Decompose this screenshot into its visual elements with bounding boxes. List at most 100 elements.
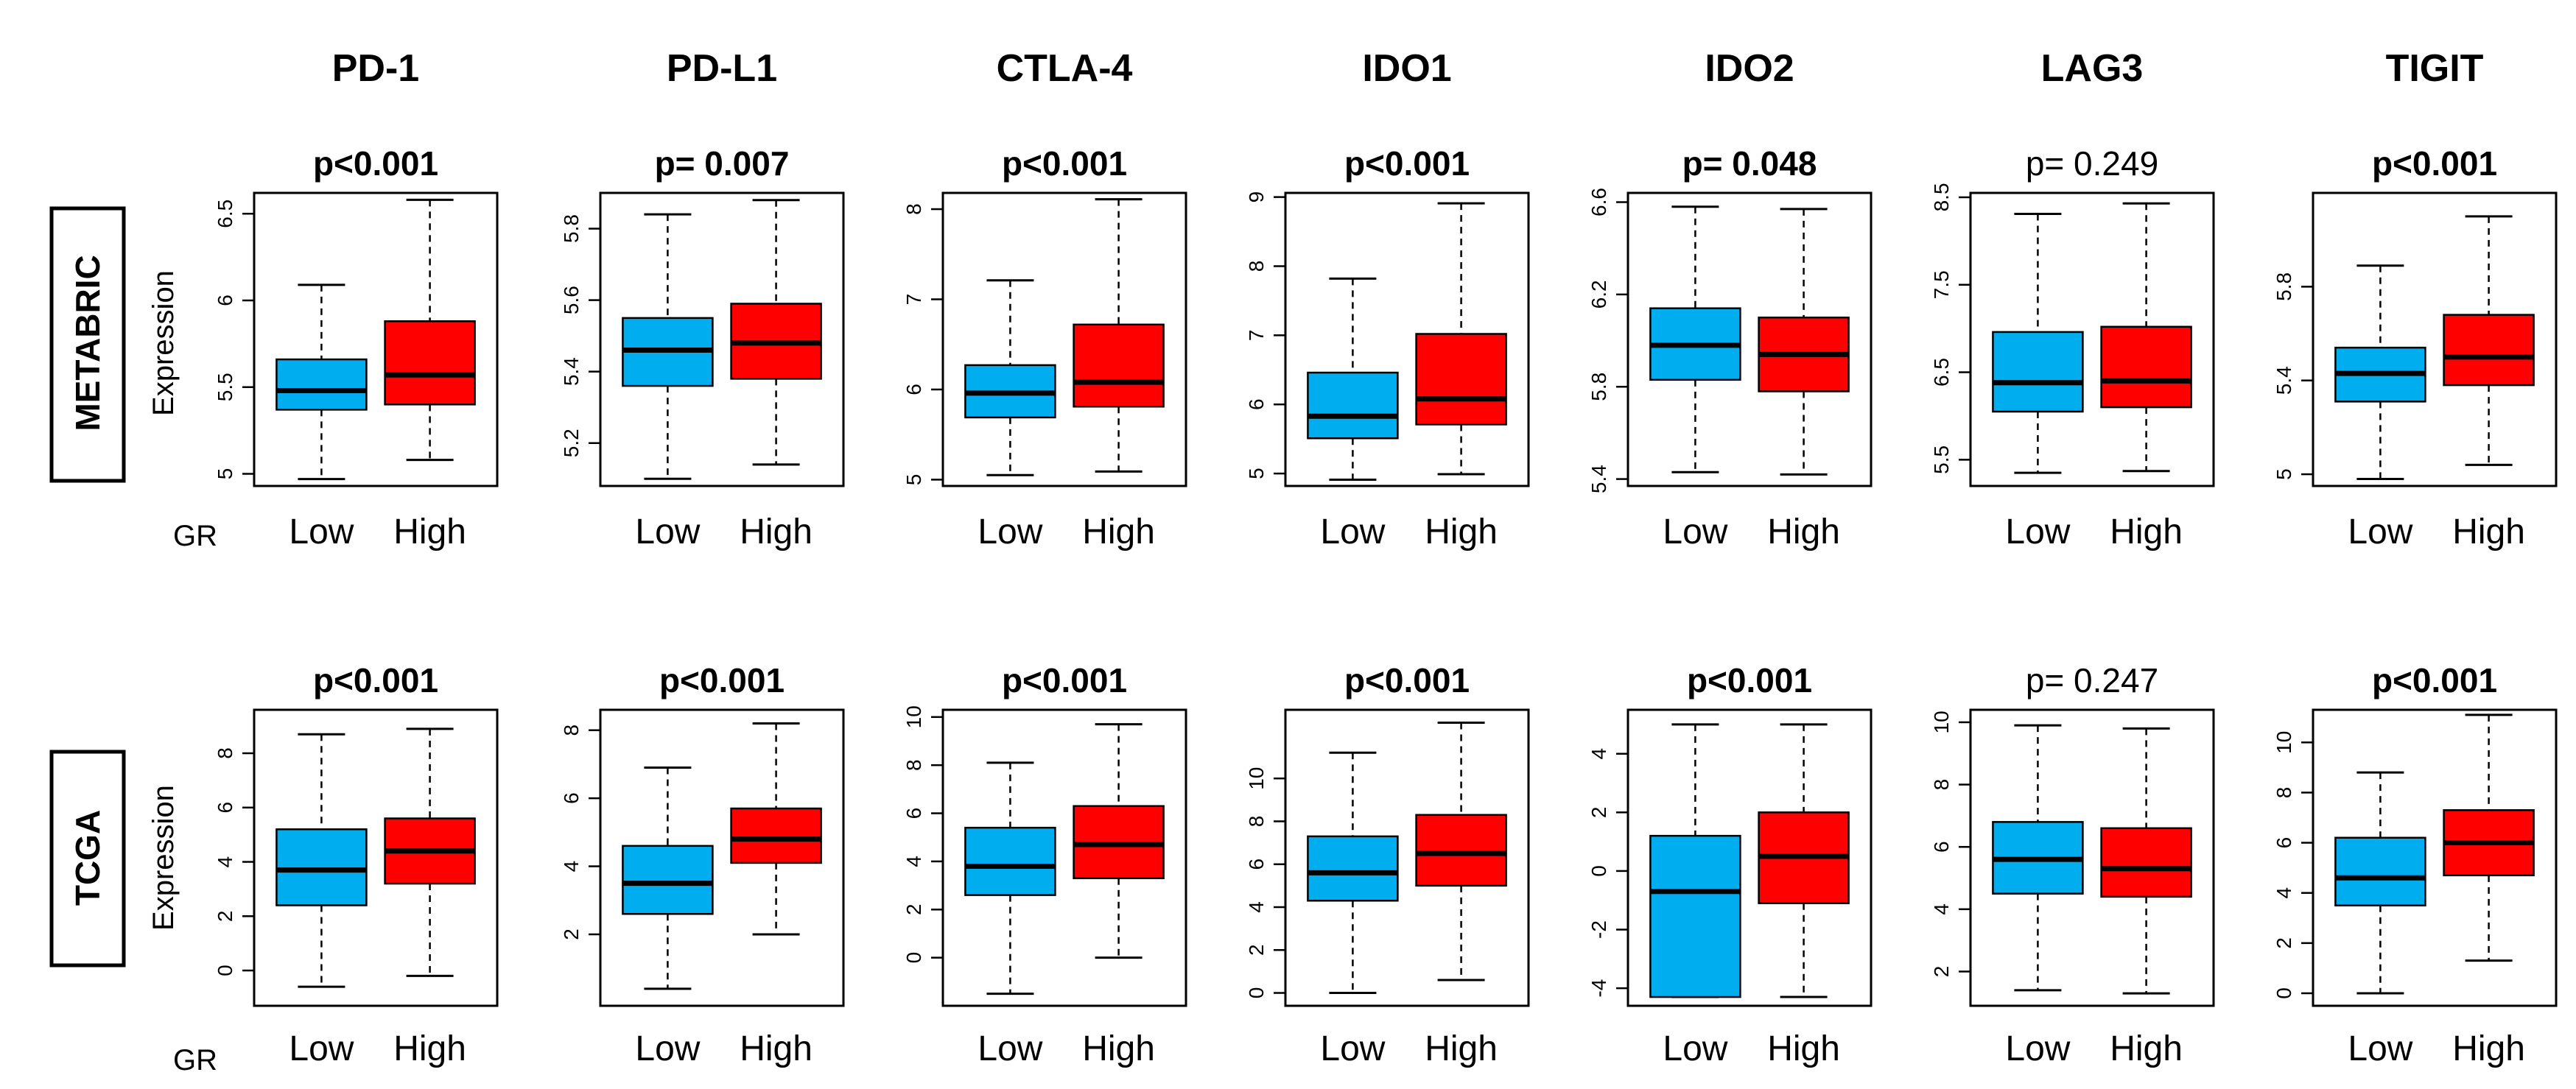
group-label-high: High (1082, 1029, 1155, 1068)
y-tick-label: 5.2 (560, 429, 583, 457)
group-label-high: High (2110, 512, 2183, 551)
y-tick-label: 4 (1930, 903, 1953, 915)
group-label-low: Low (1320, 512, 1385, 551)
row-label-metabric: METABRIC (69, 255, 107, 431)
p-value: p<0.001 (659, 661, 785, 699)
panel-metabric-pd-1: p<0.001 5 5.5 6 6.5 Low High (214, 144, 499, 551)
group-label-high: High (1425, 512, 1498, 551)
box-low (622, 845, 714, 915)
group-label-low: Low (1663, 1029, 1727, 1068)
plot-frame (1284, 708, 1530, 1007)
plot-frame (1626, 191, 1873, 487)
p-value: p<0.001 (313, 144, 438, 183)
y-tick-label: 6 (1930, 841, 1953, 853)
y-tick-label: 4 (1587, 748, 1610, 760)
group-label-high: High (2110, 1029, 2183, 1068)
y-tick-label: 0 (1587, 865, 1610, 877)
row-label-frame-tcga (49, 750, 126, 968)
y-tick-label: 0 (2273, 987, 2295, 999)
gene-title-pd-1: PD-1 (332, 47, 419, 90)
p-value: p<0.001 (1002, 144, 1127, 183)
box-low (2334, 836, 2426, 906)
p-value: p<0.001 (1344, 661, 1470, 699)
group-label-high: High (1082, 512, 1155, 551)
y-tick-label: 7 (1245, 330, 1268, 342)
y-tick-label: 2 (214, 911, 236, 923)
y-tick-label: 6 (902, 384, 925, 395)
panel-metabric-tigit: p<0.001 5 5.4 5.8 Low High (2273, 144, 2558, 551)
box-low (1307, 371, 1399, 440)
panel-metabric-ido2: p= 0.048 5.4 5.8 6.2 6.6 Low High (1587, 144, 1873, 551)
group-label-high: High (740, 512, 813, 551)
panel-tcga-ido1: p<0.001 0 2 4 6 8 10 Low High (1245, 661, 1530, 1068)
plot-frame (1969, 191, 2215, 487)
y-tick-label: 5.6 (560, 286, 583, 314)
y-tick-label: 6 (214, 295, 236, 306)
y-tick-label: 5.5 (214, 373, 236, 401)
box-high (1073, 323, 1165, 408)
y-tick-label: 0 (902, 952, 925, 964)
plot-frame (253, 708, 499, 1007)
y-tick-label: 4 (1245, 901, 1268, 913)
y-tick-label: -4 (1587, 979, 1610, 998)
group-label-low: Low (978, 512, 1042, 551)
plot-frame (1969, 708, 2215, 1007)
box-high (2100, 325, 2192, 409)
panel-metabric-ido1: p<0.001 5 6 7 8 9 Low High (1245, 144, 1530, 551)
group-label-low: Low (289, 1029, 354, 1068)
y-tick-label: 5 (214, 468, 236, 480)
group-label-high: High (740, 1029, 813, 1068)
y-tick-label: 5.5 (1930, 445, 1953, 474)
y-tick-label: 5.8 (1587, 373, 1610, 401)
y-tick-label: 0 (214, 965, 236, 976)
y-tick-label: 6 (1245, 398, 1268, 410)
y-tick-label: 4 (560, 861, 583, 873)
plot-frame (2312, 708, 2558, 1007)
panel-tcga-lag3: p= 0.247 2 4 6 8 10 Low High (1930, 661, 2215, 1068)
group-label-high: High (1767, 512, 1840, 551)
group-label-low: Low (1663, 512, 1727, 551)
panel-tcga-pd-1: p<0.001 0 2 4 6 8 Low High (214, 661, 499, 1068)
gene-title-pd-l1: PD-L1 (667, 47, 777, 90)
panel-tcga-ido2: p<0.001 -4 -2 0 2 4 Low High (1587, 661, 1873, 1068)
y-tick-label: 6.6 (1587, 188, 1610, 216)
plot-frame (1626, 708, 1873, 1007)
y-tick-label: 8 (1245, 816, 1268, 828)
y-tick-label: 8 (560, 725, 583, 736)
group-label-low: Low (2005, 1029, 2070, 1068)
group-label-low: Low (635, 512, 700, 551)
y-axis-label-metabric: Expression (147, 270, 180, 416)
p-value: p<0.001 (313, 661, 438, 699)
group-label-low: Low (2348, 1029, 2412, 1068)
group-label-high: High (2452, 512, 2525, 551)
y-tick-label: 10 (1930, 711, 1953, 733)
group-label-high: High (393, 512, 466, 551)
y-tick-label: 2 (1930, 966, 1953, 978)
y-tick-label: 10 (1245, 767, 1268, 790)
y-tick-label: 10 (902, 705, 925, 728)
y-tick-label: 4 (902, 856, 925, 867)
y-tick-label: 6.2 (1587, 280, 1610, 309)
plot-frame (941, 708, 1187, 1007)
y-tick-label: 6 (560, 792, 583, 804)
y-tick-label: 8 (214, 747, 236, 759)
y-tick-label: 2 (560, 928, 583, 940)
y-tick-label: 4 (214, 856, 236, 868)
gene-title-ido1: IDO1 (1362, 47, 1451, 90)
y-tick-label: 5.4 (1587, 465, 1610, 493)
gene-title-lag3: LAG3 (2041, 47, 2144, 90)
y-axis-label-tcga: Expression (147, 785, 180, 931)
y-tick-label: 2 (2273, 937, 2295, 949)
y-tick-label: 7.5 (1930, 270, 1953, 299)
box-low (1307, 835, 1399, 902)
p-value: p<0.001 (1687, 661, 1812, 699)
panel-tcga-tigit: p<0.001 0 2 4 6 8 10 Low High (2273, 661, 2558, 1068)
y-tick-label: 5 (2273, 468, 2295, 480)
y-tick-label: 5 (902, 474, 925, 486)
panel-metabric-ctla-4: p<0.001 5 6 7 8 Low High (902, 144, 1187, 551)
plot-frame (2312, 191, 2558, 487)
y-tick-label: 8 (902, 759, 925, 771)
p-value: p<0.001 (2372, 661, 2497, 699)
p-value: p<0.001 (1344, 144, 1470, 183)
